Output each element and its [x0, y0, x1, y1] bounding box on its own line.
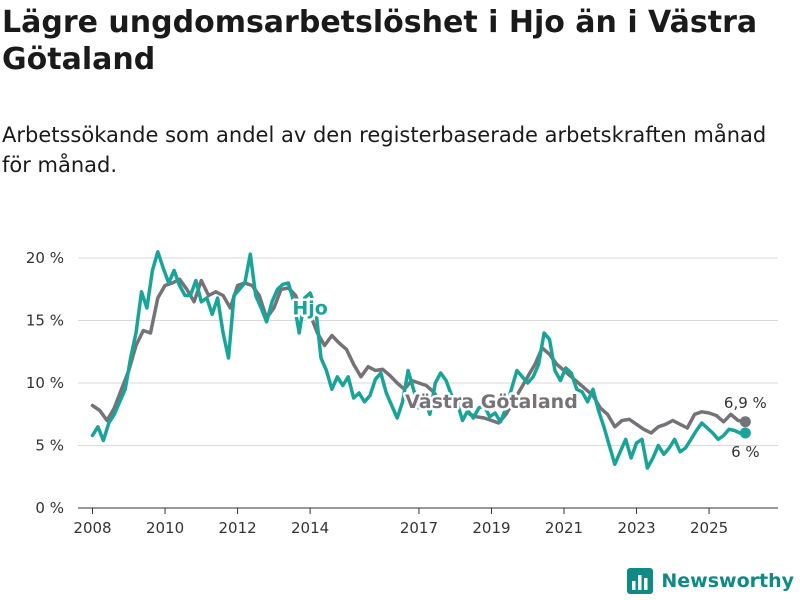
end-label-v-stra-g-taland: 6,9 % [724, 394, 767, 412]
y-axis-ticks: 0 % 5 % 10 % 15 % 20 % [26, 249, 64, 517]
page-title: Lägre ungdomsarbetslöshet i Hjo än i Väs… [2, 5, 758, 77]
x-tick-label: 2012 [218, 519, 256, 537]
series-label-v-stra-g-taland: Västra Götaland [405, 391, 578, 413]
series-labels: 6,9 % 6 % Hjo Västra Götaland [290, 295, 767, 461]
series-group [90, 250, 751, 470]
y-tick-label: 0 % [35, 499, 64, 517]
x-tick-label: 2023 [617, 519, 655, 537]
brand-name: Newsworthy [661, 570, 794, 592]
end-label-hjo: 6 % [731, 443, 760, 461]
bar-chart-icon [627, 568, 654, 594]
x-tick-label: 2014 [291, 519, 329, 537]
x-tick-label: 2017 [400, 519, 438, 537]
x-tick-label: 2008 [73, 519, 111, 537]
line-chart: 0 %5 %10 %15 %20 % 2008 2010 2012 2014 2017 2… [26, 249, 778, 537]
y-tick-label: 20 % [26, 249, 64, 267]
grid-lines [78, 257, 778, 446]
series-line-v-stra-g-taland [90, 277, 748, 435]
x-tick-label: 2021 [545, 519, 583, 537]
newsworthy-logo: Newsworthy [627, 568, 794, 594]
series-line-hjo [90, 250, 748, 470]
x-tick-label: 2010 [146, 519, 184, 537]
y-tick-label: 15 % [26, 312, 64, 330]
end-point-v-stra-g-taland [739, 416, 751, 428]
series-label-hjo: Hjo [292, 297, 327, 319]
x-tick-label: 2019 [472, 519, 510, 537]
x-axis-ticks: 2008 2010 2012 2014 2017 2019 2021 2023 2025 [73, 508, 728, 537]
y-tick-label: 5 % [35, 437, 64, 455]
page-subtitle: Arbetssökande som andel av den registerb… [2, 123, 767, 177]
x-tick-label: 2025 [690, 519, 728, 537]
y-tick-label: 10 % [26, 374, 64, 392]
end-point-hjo [739, 427, 751, 439]
